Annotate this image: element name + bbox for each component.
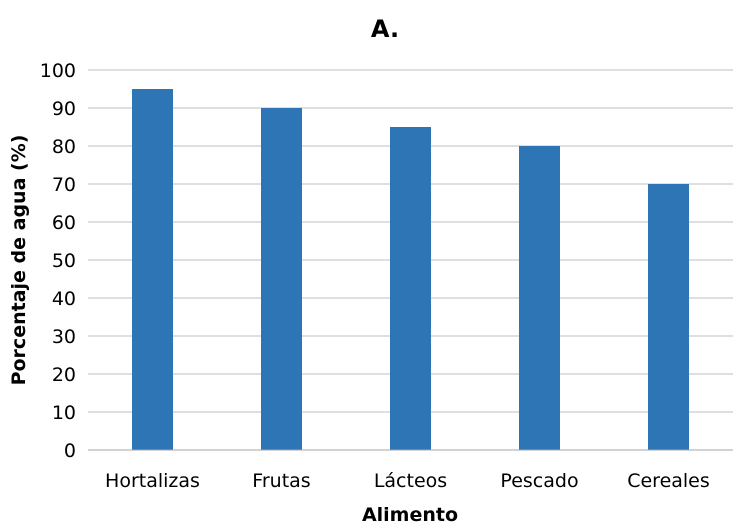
y-tick-label: 40 (52, 288, 76, 310)
bar-lácteos (390, 127, 431, 450)
y-tick-label: 70 (52, 174, 76, 196)
x-tick-label: Pescado (500, 470, 578, 492)
bar-frutas (261, 108, 302, 450)
y-tick-label: 10 (52, 402, 76, 424)
x-tick-label: Frutas (252, 470, 310, 492)
y-axis-ticks: 0 10 20 30 40 50 60 70 80 90 100 (40, 60, 76, 462)
x-tick-label: Hortalizas (105, 470, 200, 492)
y-tick-label: 100 (40, 60, 76, 82)
y-tick-label: 90 (52, 98, 76, 120)
y-tick-label: 0 (64, 440, 76, 462)
bars (132, 89, 689, 450)
chart-title: A. (371, 15, 399, 43)
bar-hortalizas (132, 89, 173, 450)
y-tick-label: 50 (52, 250, 76, 272)
y-tick-label: 60 (52, 212, 76, 234)
x-tick-label: Lácteos (374, 470, 447, 492)
y-tick-label: 80 (52, 136, 76, 158)
y-tick-label: 20 (52, 364, 76, 386)
bar-cereales (648, 184, 689, 450)
y-axis-title: Porcentaje de agua (%) (8, 135, 30, 386)
x-tick-label: Cereales (627, 470, 710, 492)
bar-pescado (519, 146, 560, 450)
y-tick-label: 30 (52, 326, 76, 348)
x-axis-title: Alimento (362, 504, 458, 526)
x-axis-ticks: Hortalizas Frutas Lácteos Pescado Cereales (105, 470, 710, 492)
